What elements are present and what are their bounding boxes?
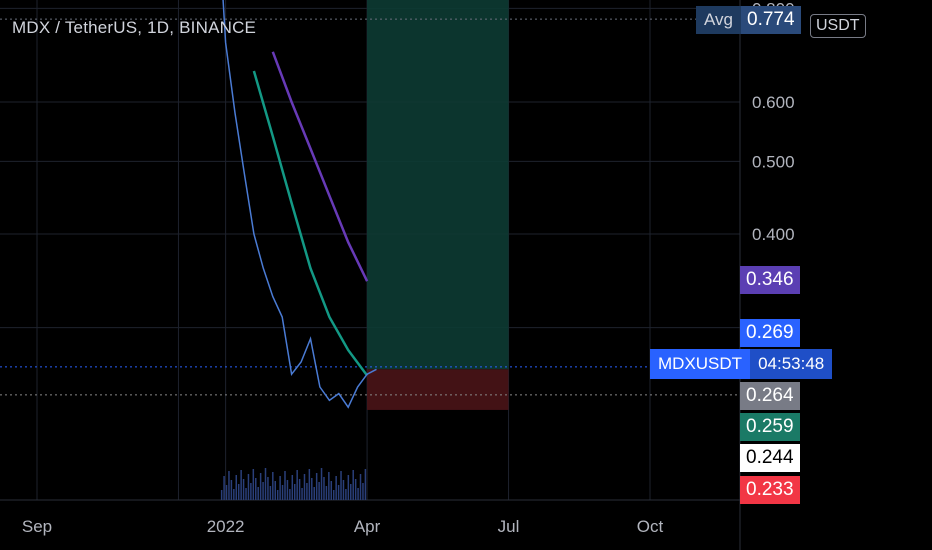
price-badge: 0.269: [740, 319, 800, 347]
volume-bar: [225, 485, 228, 500]
y-tick-label: 0.400: [752, 225, 795, 244]
volume-bar: [335, 476, 337, 500]
volume-bar: [342, 480, 345, 500]
price-badge: 0.244: [740, 444, 800, 472]
volume-bar: [352, 470, 354, 500]
volume-bar: [308, 469, 311, 500]
volume-bar: [345, 489, 347, 500]
volume-bar: [274, 481, 276, 500]
volume-bar: [242, 479, 245, 500]
volume-bar: [340, 471, 342, 500]
volume-bar: [233, 489, 235, 500]
volume-bar: [264, 468, 267, 500]
volume-bar: [245, 488, 247, 500]
volume-bar: [325, 486, 328, 500]
volume-bar: [237, 484, 240, 500]
fast-moving-average-line: [252, 70, 369, 377]
volume-bar: [318, 482, 320, 500]
volume-bar: [286, 480, 289, 500]
volume-bar: [296, 470, 298, 500]
volume-bar: [313, 487, 315, 500]
avg-price-label: Avg 0.774: [696, 6, 801, 34]
price-badge: 0.264: [740, 382, 800, 410]
slow-moving-average-line: [271, 51, 369, 282]
bar-countdown: 04:53:48: [750, 349, 833, 379]
volume-bar: [350, 484, 352, 500]
volume-bar: [332, 490, 335, 500]
volume-bar: [223, 476, 225, 500]
volume-bar: [289, 489, 291, 500]
stop-zone: [367, 369, 509, 410]
volume-bar: [230, 480, 233, 500]
volume-bar: [298, 479, 301, 500]
volume-bar: [276, 490, 279, 500]
volume-bar: [262, 482, 264, 500]
volume-bar: [279, 476, 281, 500]
target-zone: [367, 0, 509, 370]
volume-bar: [281, 485, 284, 500]
volume-bar: [293, 484, 296, 500]
y-tick-label: 0.500: [752, 152, 795, 171]
price-badge: 0.346: [740, 266, 800, 294]
price-series-line: [222, 0, 377, 409]
x-tick-label: Oct: [637, 517, 664, 536]
x-tick-label: Apr: [354, 517, 381, 536]
volume-bar: [357, 488, 359, 500]
volume-bar: [257, 487, 259, 500]
volume-bar: [291, 475, 294, 500]
volume-bar: [347, 475, 350, 500]
volume-bar: [323, 477, 325, 500]
y-tick-label: 0.600: [752, 93, 795, 112]
volume-bar: [220, 490, 223, 500]
volume-bar: [362, 483, 364, 500]
volume-bar: [337, 485, 340, 500]
volume-bar: [267, 477, 269, 500]
chart-title: MDX / TetherUS, 1D, BINANCE: [12, 18, 257, 37]
volume-bar: [320, 468, 323, 500]
volume-bar: [303, 474, 306, 500]
volume-bar: [240, 470, 242, 500]
volume-bar: [252, 469, 255, 500]
volume-bar: [330, 481, 333, 500]
volume-bar: [328, 472, 330, 500]
volume-bar: [354, 479, 357, 500]
volume-bar: [269, 486, 272, 500]
price-badge: 0.233: [740, 476, 800, 504]
volume-bar: [250, 483, 252, 500]
volume-bar: [255, 478, 257, 500]
x-tick-label: Jul: [498, 517, 520, 536]
volume-bar: [301, 488, 303, 500]
symbol-price-label: MDXUSDT 04:53:48: [650, 349, 833, 379]
avg-value: 0.774: [741, 6, 801, 34]
volume-bar: [259, 473, 262, 500]
x-tick-label: Sep: [22, 517, 52, 536]
volume-bar: [228, 471, 230, 500]
volume-bar: [315, 473, 318, 500]
volume-bar: [284, 471, 286, 500]
volume-bar: [235, 475, 238, 500]
currency-unit-button[interactable]: USDT: [810, 14, 866, 38]
x-tick-label: 2022: [207, 517, 245, 536]
volume-bar: [364, 469, 367, 500]
volume-bar: [272, 472, 274, 500]
volume-bar: [311, 478, 313, 500]
volume-bar: [359, 474, 362, 500]
price-badge: 0.259: [740, 413, 800, 441]
volume-bar: [306, 483, 308, 500]
symbol-name: MDXUSDT: [650, 349, 751, 379]
volume-bar: [247, 474, 250, 500]
avg-label: Avg: [696, 6, 741, 34]
